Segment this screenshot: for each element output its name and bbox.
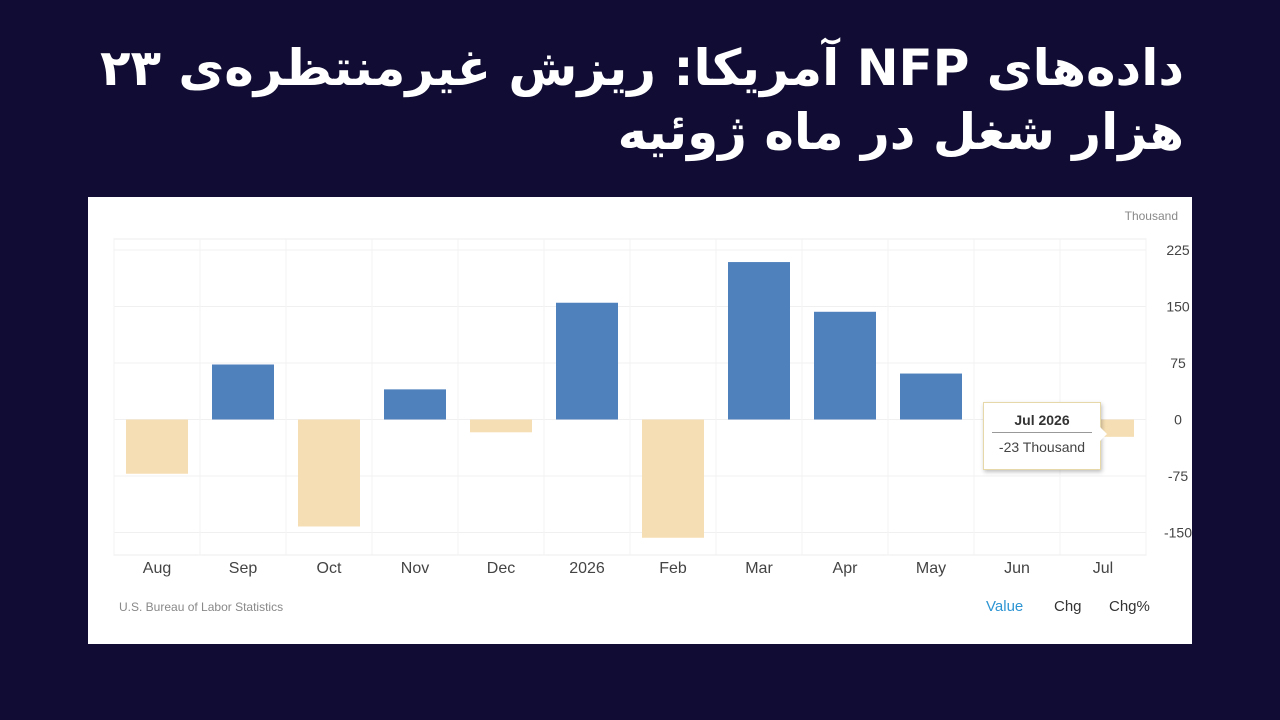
- bar-apr[interactable]: [814, 311, 876, 420]
- bar-mar[interactable]: [728, 262, 790, 420]
- bar-sep[interactable]: [212, 364, 274, 420]
- tooltip-title: Jul 2026: [992, 412, 1092, 433]
- y-tick-label: 0: [1174, 412, 1182, 428]
- x-tick-label: Jun: [1004, 560, 1030, 577]
- tab-value[interactable]: Value: [986, 598, 1024, 615]
- source-label: U.S. Bureau of Labor Statistics: [119, 600, 284, 614]
- bar-2026[interactable]: [556, 302, 618, 420]
- x-tick-label: Dec: [487, 560, 515, 577]
- x-tick-label: Sep: [229, 560, 258, 577]
- tab-chg-percent[interactable]: Chg%: [1109, 598, 1150, 615]
- bar-dec[interactable]: [470, 419, 532, 433]
- tooltip-pointer: [1099, 426, 1107, 442]
- x-tick-label: Mar: [745, 560, 773, 577]
- y-tick-label: 225: [1166, 242, 1190, 258]
- x-tick-label: May: [916, 560, 946, 577]
- x-tick-label: Apr: [833, 560, 859, 577]
- bar-chart: 225 150 75 0 -75 -150 Aug Sep Oct Nov Dec 2026 Feb Ma…: [113, 238, 1192, 577]
- chart-panel: Thousand 225 150 75 0 -75 -150 Aug Sep Oct Nov Dec…: [88, 197, 1192, 644]
- x-tick-label: Aug: [143, 560, 171, 577]
- tooltip: Jul 2026 -23 Thousand: [983, 402, 1101, 470]
- tab-chg[interactable]: Chg: [1054, 598, 1082, 615]
- bar-aug[interactable]: [126, 419, 188, 474]
- y-tick-label: 150: [1166, 299, 1190, 315]
- x-tick-label: 2026: [569, 560, 605, 577]
- x-tick-label: Jul: [1093, 560, 1113, 577]
- y-tick-label: -150: [1164, 524, 1192, 540]
- bar-may[interactable]: [900, 373, 962, 420]
- x-tick-label: Feb: [659, 560, 687, 577]
- headline: داده‌های NFP آمریکا: ریزش غیرمنتظره‌ی ۲۳…: [99, 39, 1184, 161]
- unit-label: Thousand: [1124, 209, 1178, 223]
- tooltip-value: -23 Thousand: [998, 439, 1086, 455]
- x-tick-label: Nov: [401, 560, 429, 577]
- x-tick-label: Oct: [317, 560, 342, 577]
- y-tick-label: 75: [1170, 355, 1186, 371]
- bar-nov[interactable]: [384, 389, 446, 420]
- y-tick-label: -75: [1168, 468, 1188, 484]
- bar-oct[interactable]: [298, 419, 360, 527]
- bar-feb[interactable]: [642, 419, 704, 538]
